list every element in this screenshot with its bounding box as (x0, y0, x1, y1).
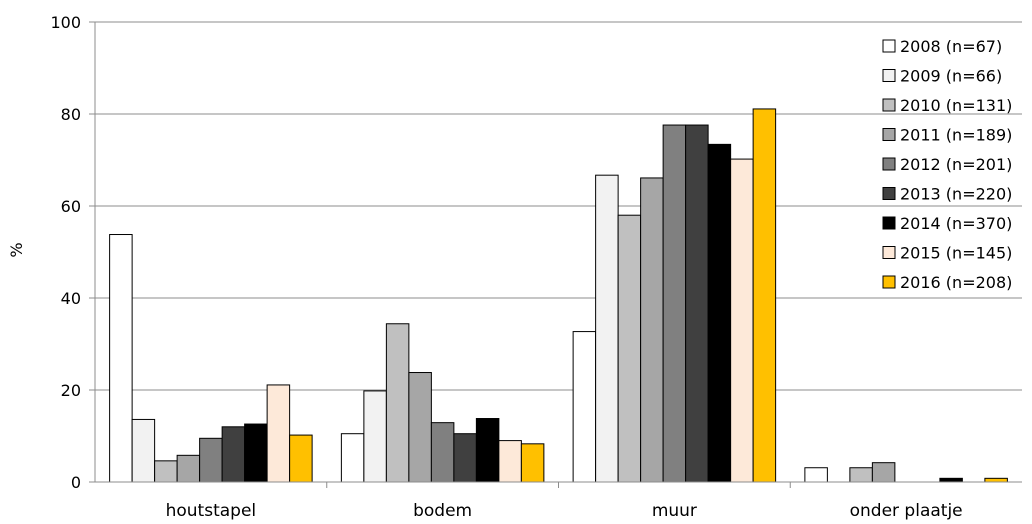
bar (131, 418, 156, 483)
category-label: muur (652, 501, 697, 521)
legend-label: 2014 (n=370) (900, 214, 1012, 233)
bar (176, 454, 201, 483)
bar (662, 124, 687, 483)
legend-swatch (882, 98, 896, 112)
bar (804, 467, 828, 483)
legend: 2008 (n=67) 2009 (n=66) 2010 (n=131) 2011 (… (882, 37, 1012, 292)
bar (154, 460, 178, 483)
legend-label: 2010 (n=131) (900, 96, 1012, 115)
bar (340, 433, 365, 483)
bar (221, 426, 246, 483)
bar (498, 440, 522, 483)
bar (266, 384, 291, 483)
legend-label: 2011 (n=189) (900, 126, 1012, 145)
axes (89, 21, 1022, 488)
y-tick-label: 60 (61, 197, 81, 216)
legend-swatch (882, 246, 896, 259)
bar (617, 214, 642, 483)
y-tick-label: 80 (61, 105, 81, 124)
y-tick-label: 20 (61, 381, 81, 400)
bar (752, 108, 777, 483)
bar (244, 423, 268, 483)
bar (199, 437, 223, 483)
bar (289, 434, 313, 483)
legend-swatch (882, 69, 896, 82)
bar (363, 390, 387, 483)
bar (475, 418, 500, 483)
bar (109, 234, 133, 483)
legend-swatch (882, 216, 896, 230)
legend-label: 2016 (n=208) (900, 273, 1012, 292)
bar (939, 477, 963, 483)
bar (385, 323, 410, 483)
y-tick-label: 40 (61, 289, 81, 308)
gridlines (95, 21, 1022, 391)
bar (685, 124, 709, 483)
legend-swatch (882, 157, 896, 171)
category-label: onder plaatje (850, 501, 963, 521)
y-axis-title: % (7, 242, 26, 257)
category-label: bodem (413, 501, 472, 521)
bar (520, 443, 545, 483)
bar (849, 467, 873, 483)
bar (707, 143, 732, 483)
bar (730, 158, 754, 483)
bar (640, 177, 664, 483)
legend-label: 2009 (n=66) (900, 67, 1002, 86)
bar (408, 372, 432, 483)
legend-label: 2015 (n=145) (900, 244, 1012, 263)
legend-swatch (882, 275, 896, 289)
legend-swatch (882, 39, 896, 53)
legend-label: 2012 (n=201) (900, 155, 1012, 174)
bar (453, 433, 477, 483)
legend-label: 2008 (n=67) (900, 37, 1002, 56)
category-label: houtstapel (166, 501, 257, 521)
y-tick-label: 100 (50, 13, 81, 32)
bar (572, 331, 597, 483)
y-tick-labels: 0 20 40 60 80 100 (50, 13, 81, 492)
category-labels: houtstapel bodem muur onder plaatje (166, 501, 963, 521)
bars (109, 108, 1008, 483)
legend-label: 2013 (n=220) (900, 185, 1012, 204)
bar (984, 477, 1008, 483)
legend-swatch (882, 128, 896, 141)
bar (430, 422, 455, 483)
bar (595, 174, 619, 483)
y-tick-label: 0 (71, 473, 81, 492)
bar (871, 462, 896, 483)
legend-swatch (882, 187, 896, 200)
